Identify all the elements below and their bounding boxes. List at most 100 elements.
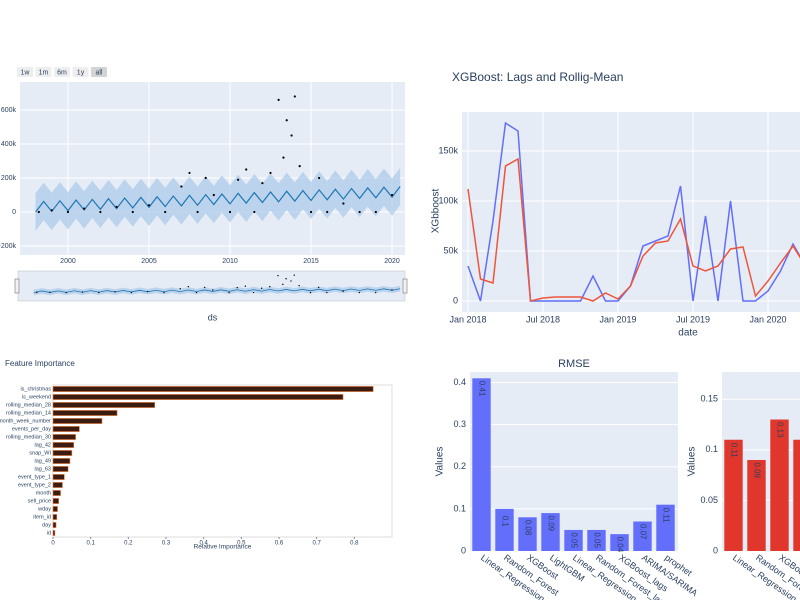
x-tick-label: 0.7: [312, 541, 321, 547]
slider-point: [317, 286, 320, 289]
y-tick-label: 150k: [438, 145, 458, 155]
observed-point: [37, 210, 40, 214]
x-tick-label: 0.5: [237, 541, 246, 547]
slider-point: [290, 280, 292, 282]
range-button[interactable]: [17, 67, 33, 77]
slider-handle[interactable]: [14, 278, 20, 294]
observed-point: [66, 210, 70, 214]
value-label: 0.09: [752, 462, 761, 478]
bar: [724, 439, 743, 551]
observed-point: [180, 185, 183, 188]
bar: [564, 529, 583, 551]
slider-line: [33, 288, 401, 293]
bar: [518, 517, 537, 551]
slider-point: [309, 291, 312, 294]
y-tick-label: sell_price: [28, 498, 51, 504]
observed-point: [285, 119, 288, 122]
y-tick-label: 0.15: [700, 394, 718, 404]
chart-title: RMSE: [558, 358, 590, 370]
y-tick-label: event_type_1: [18, 474, 51, 480]
bar: [587, 529, 606, 551]
observed-point: [358, 210, 361, 214]
bar: [52, 410, 118, 416]
y-tick-label: rolling_median_28: [6, 402, 51, 408]
y-tick-label: 0.2: [453, 461, 466, 471]
y-tick-label: wday: [37, 506, 51, 512]
x-tick-label: Jul 2019: [676, 314, 710, 324]
y-tick-label: 0: [453, 295, 458, 305]
y-tick-label: rolling_median_14: [6, 410, 51, 416]
range-button-label[interactable]: 1w: [21, 69, 31, 76]
range-button-label[interactable]: 1y: [77, 69, 85, 76]
bar: [472, 378, 491, 551]
bar: [747, 459, 766, 551]
slider-handle[interactable]: [402, 278, 408, 294]
value-label: 0.13: [775, 422, 784, 438]
range-button-label[interactable]: all: [95, 69, 102, 76]
y-tick-label: snap_WI: [29, 450, 51, 456]
range-button[interactable]: [91, 67, 107, 77]
slider-point: [269, 285, 271, 288]
observed-point: [99, 210, 102, 214]
value-label: 0.1: [500, 516, 509, 528]
range-button[interactable]: [35, 67, 52, 77]
series-line: [467, 121, 800, 302]
bar: [52, 450, 73, 456]
observed-point: [83, 207, 86, 210]
observed-point: [245, 168, 248, 171]
y-axis-title: XGbboost: [431, 189, 442, 234]
x-tick-label: Jan 2020: [749, 314, 786, 324]
value-label: 0.11: [798, 443, 800, 459]
observed-point: [342, 202, 345, 205]
bar: [52, 482, 63, 488]
bar: [52, 506, 58, 512]
value-label: 0.11: [729, 443, 738, 459]
y-tick-label: is_christmas: [20, 386, 51, 392]
x-tick-label: 0.8: [350, 541, 359, 547]
bar: [52, 386, 374, 392]
y-tick-label: lag_42: [34, 442, 51, 448]
y-tick-label: 100k: [438, 195, 458, 205]
bar: [52, 402, 155, 408]
slider-point: [391, 289, 393, 291]
observed-point: [277, 98, 280, 101]
y-tick-label: 50k: [443, 245, 458, 255]
slider-point: [293, 274, 295, 276]
chart-title: Feature Importance: [5, 359, 75, 368]
observed-point: [318, 176, 321, 180]
slider-point: [130, 291, 133, 294]
x-tick-label: 2020: [384, 258, 400, 265]
x-tick-label: 2010: [222, 258, 238, 265]
x-tick-label: Jan 2019: [599, 314, 636, 324]
slider-point: [114, 291, 116, 293]
observed-point: [164, 210, 167, 214]
bar: [793, 439, 800, 551]
y-tick-label: 0: [713, 545, 718, 555]
slider-point: [236, 286, 238, 289]
observed-point: [237, 178, 240, 181]
slider-point: [326, 291, 328, 294]
range-button-label[interactable]: 1m: [39, 69, 49, 76]
y-tick-label: 0.05: [700, 495, 718, 505]
observed-point: [228, 210, 232, 214]
y-tick-label: day: [42, 522, 51, 528]
bar: [52, 530, 56, 536]
bar: [52, 458, 71, 464]
slider-point: [163, 291, 165, 294]
y-tick-label: month: [36, 490, 51, 496]
observed-point: [188, 171, 191, 175]
bar: [770, 419, 789, 551]
range-button-label[interactable]: 6m: [57, 69, 67, 76]
range-button[interactable]: [54, 67, 70, 77]
x-tick-label: 2000: [60, 258, 76, 265]
observed-point: [282, 156, 285, 159]
y-tick-label: 0: [12, 209, 16, 216]
value-label: 0.04: [615, 537, 624, 553]
range-button[interactable]: [72, 67, 89, 77]
observed-point: [261, 182, 264, 185]
bar: [52, 394, 344, 400]
observed-point: [196, 210, 199, 214]
bar: [52, 418, 103, 424]
x-axis-title: ds: [208, 312, 218, 322]
